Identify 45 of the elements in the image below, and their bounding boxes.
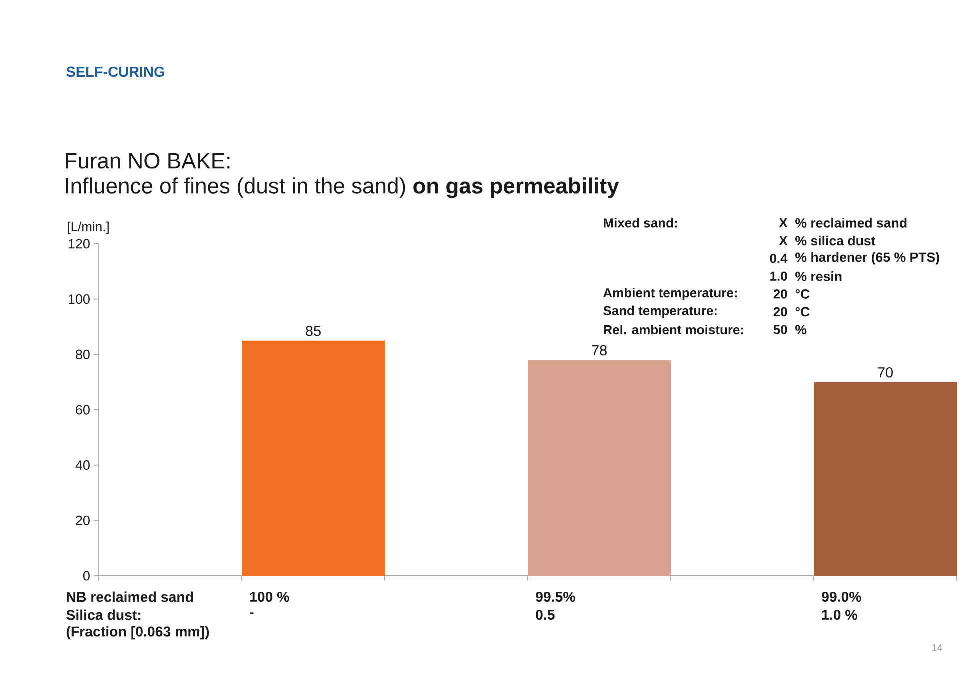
annotation: % hardener (65 % PTS) xyxy=(796,252,940,265)
annotation: 1.0 xyxy=(770,272,788,281)
text: Silica dust: xyxy=(66,610,141,620)
text: % reclaimed sand xyxy=(796,218,907,228)
text: X xyxy=(779,218,788,228)
x-tick-label: 100 % xyxy=(250,592,290,602)
data-label: 78 xyxy=(592,345,607,356)
y-tick-label: 20 xyxy=(76,516,90,526)
chart-subtitle: Influence of fines (dust in the sand) on gas permeability xyxy=(66,178,620,198)
x-tick-label: 99.5% xyxy=(536,592,576,602)
y-tick-label: 100 xyxy=(68,294,90,304)
annotation: 50 xyxy=(774,325,788,334)
text: (Fraction [0.063 mm]) xyxy=(66,626,210,640)
annotation: Rel. ambient moisture: xyxy=(604,325,744,335)
annotation: % xyxy=(796,325,807,334)
text: 14 xyxy=(932,644,943,652)
y-tick-label: 80 xyxy=(76,350,90,360)
data-label: 70 xyxy=(878,368,894,378)
data-label: 85 xyxy=(306,326,321,336)
y-axis-title: [L/min.] xyxy=(68,222,109,234)
y-tick-label: 0 xyxy=(83,571,90,581)
bar xyxy=(814,382,958,576)
y-tick-label: 120 xyxy=(68,239,90,249)
annotation: °C xyxy=(796,307,810,317)
bar xyxy=(242,340,386,576)
text: SELF-CURING xyxy=(66,66,164,78)
annotation: 20 xyxy=(774,307,788,317)
annotation: X xyxy=(779,236,788,246)
annotation: 20 xyxy=(774,290,788,299)
bar xyxy=(528,360,672,576)
y-tick-label: 60 xyxy=(76,405,90,415)
annotation: °C xyxy=(796,289,810,299)
annotation: 0.4 xyxy=(770,254,788,264)
x-axis-title: NB reclaimed sand xyxy=(67,592,194,602)
text: 0.5 xyxy=(536,610,555,620)
chart-title: Furan NO BAKE: xyxy=(66,153,230,169)
y-tick-label: 40 xyxy=(76,460,90,470)
text: Mixed sand: xyxy=(604,218,678,228)
annotation: Sand temperature: xyxy=(604,306,717,318)
annotation: Ambient temperature: xyxy=(604,288,738,300)
text: 1.0 % xyxy=(822,610,858,620)
annotation: % silica dust xyxy=(796,236,876,246)
text: - xyxy=(250,612,254,614)
x-tick-label: 99.0% xyxy=(822,592,862,602)
annotation: % resin xyxy=(796,272,842,282)
